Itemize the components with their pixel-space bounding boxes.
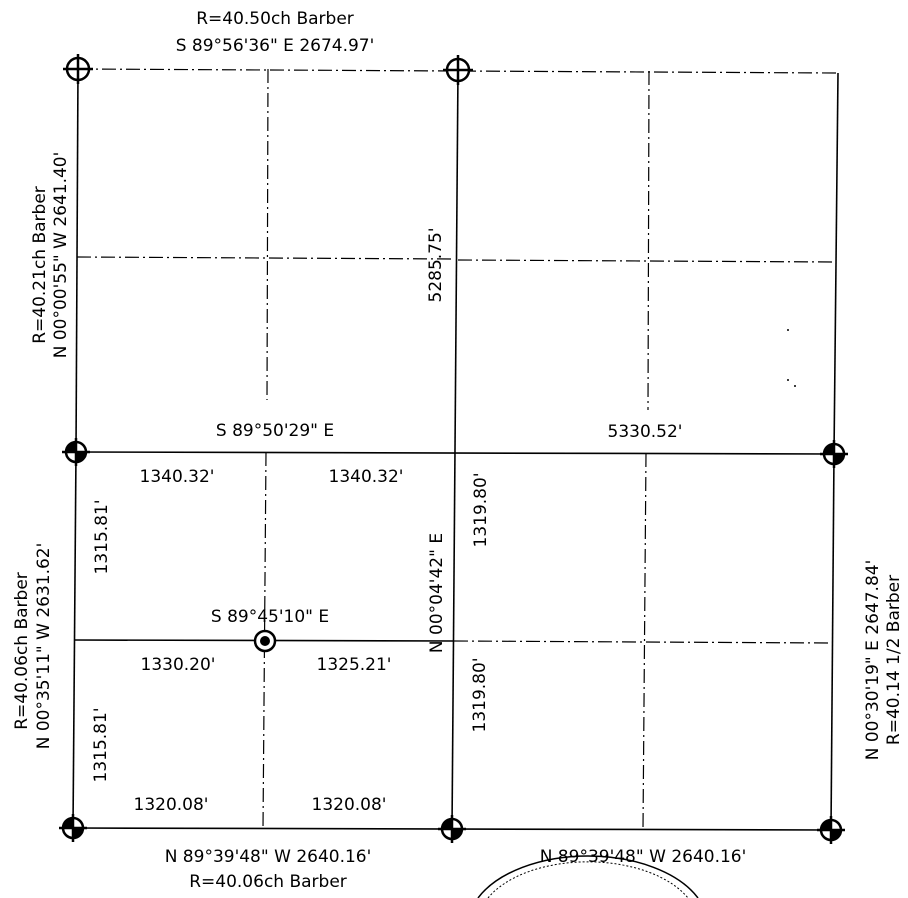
center-line-distance-label: 5330.52' — [608, 422, 683, 442]
left-lower-record-label: R=40.06ch Barber — [12, 572, 32, 730]
north-south-center-line — [451, 69, 459, 830]
quartered-disc-icon — [817, 816, 845, 844]
lower-vertical-bearing-label: N 00°04'42" E — [427, 533, 447, 653]
east-section-line-south — [830, 453, 835, 831]
nw-quarter-horizontal-sixteenth — [76, 256, 456, 260]
top-record-label: R=40.50ch Barber — [196, 9, 354, 29]
upper-vertical-distance-label: 5285.75' — [426, 228, 446, 303]
right-bearing-label: N 00°30'19" E 2647.84' — [863, 560, 883, 761]
bottom-west-record-label: R=40.06ch Barber — [189, 872, 347, 892]
bottom-west-bearing-label: N 89°39'48" W 2640.16' — [165, 847, 372, 867]
sw-mid-west-distance: 1330.20' — [141, 655, 216, 675]
sw-left-upper-distance: 1315.81' — [92, 500, 112, 575]
ne-quarter-vertical-sixteenth — [647, 70, 650, 411]
center-bullseye-icon — [253, 629, 277, 653]
sw-bottom-west-distance: 1320.08' — [134, 795, 209, 815]
west-section-line-south — [72, 451, 77, 829]
speck — [787, 329, 789, 331]
seal-inner-edge — [487, 861, 689, 898]
quartered-disc-icon — [820, 440, 848, 468]
sw-left-lower-distance: 1315.81' — [91, 708, 111, 783]
lower-quarter-distance-label: 1319.80' — [470, 658, 490, 733]
sw-mid-bearing-label: S 89°45'10" E — [211, 607, 329, 627]
west-section-line-north — [75, 68, 79, 453]
sw-mid-east-distance: 1325.21' — [317, 655, 392, 675]
bottom-east-bearing-label: N 89°39'48" W 2640.16' — [540, 847, 747, 867]
upper-quarter-distance-label: 1319.80' — [471, 473, 491, 548]
left-upper-bearing-label: N 00°00'55" W 2641.40' — [51, 152, 71, 359]
left-lower-bearing-label: N 00°35'11" W 2631.62' — [34, 543, 54, 750]
east-section-line-north — [833, 72, 839, 455]
quartered-disc-icon — [59, 814, 87, 842]
crosshair-circle-icon — [63, 54, 93, 84]
center-line-bearing-label: S 89°50'29" E — [216, 421, 334, 441]
sw-top-west-distance: 1340.32' — [140, 467, 215, 487]
sw-top-east-distance: 1340.32' — [329, 467, 404, 487]
right-record-label: R=40.14 1/2 Barber — [884, 575, 904, 745]
quartered-disc-icon — [62, 438, 90, 466]
top-bearing-label: S 89°56'36" E 2674.97' — [176, 36, 375, 56]
seal-edge — [477, 855, 699, 898]
quartered-disc-icon — [438, 815, 466, 843]
crosshair-circle-icon — [443, 55, 473, 85]
speck — [794, 385, 796, 387]
north-section-line — [77, 68, 839, 74]
se-quarter-vertical-sixteenth — [642, 452, 647, 830]
speck — [787, 379, 789, 381]
sw-quarter-vertical-sixteenth — [262, 451, 267, 830]
left-upper-record-label: R=40.21ch Barber — [30, 186, 50, 344]
se-quarter-horizontal-sixteenth — [453, 640, 833, 644]
nw-quarter-vertical-sixteenth — [266, 68, 269, 401]
ne-quarter-horizontal-sixteenth — [457, 259, 837, 263]
sw-bottom-east-distance: 1320.08' — [312, 795, 387, 815]
